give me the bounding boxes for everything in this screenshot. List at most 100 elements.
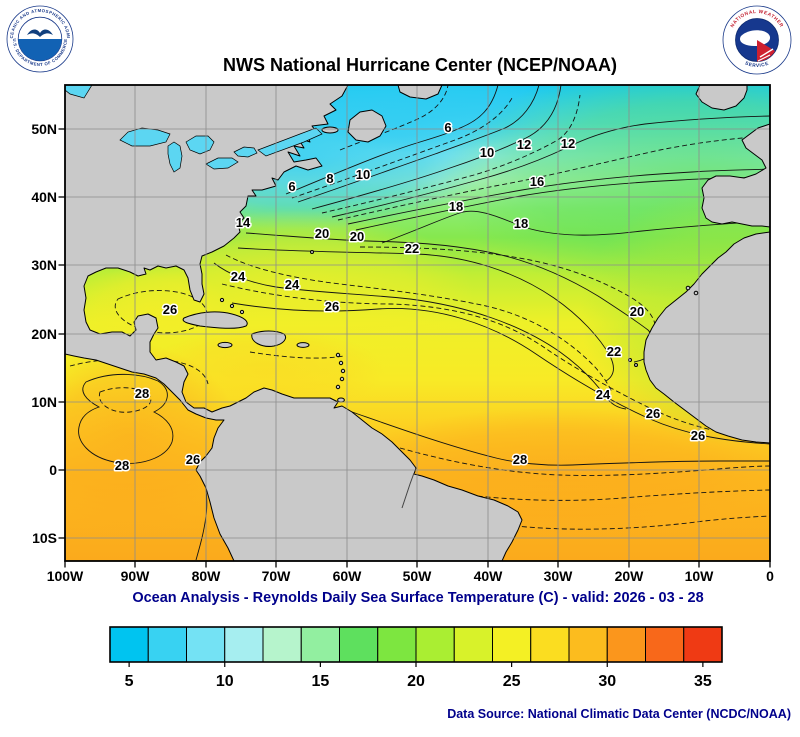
lake-michigan (167, 141, 183, 173)
colorbar-cell (262, 626, 302, 663)
land-north-south-america (65, 85, 523, 561)
colorbar-cell (645, 626, 685, 663)
lat-axis-label: 50N (31, 121, 57, 137)
contour-label: 26 (325, 299, 339, 314)
contour-label: 22 (607, 344, 621, 359)
contour-label: 26 (186, 452, 200, 467)
land-bahamas (229, 303, 235, 309)
colorbar-cell (339, 626, 379, 663)
hudson-bay (65, 85, 93, 99)
colorbar-tick-label: 30 (598, 673, 616, 690)
land-lesser-antilles (339, 376, 345, 382)
lake-superior (119, 127, 171, 147)
colorbar-cell (186, 626, 226, 663)
contour-label: 22 (405, 241, 419, 256)
lon-axis-label: 70W (262, 568, 292, 584)
land-europe (701, 123, 770, 228)
land-lesser-antilles (335, 352, 341, 358)
nws-us-map-shape (740, 30, 771, 47)
st-lawrence-gulf (257, 127, 323, 157)
colorbar-cell (492, 626, 532, 663)
contour-label: 20 (630, 304, 644, 319)
contour-label: 14 (236, 215, 251, 230)
colorbar-cell (377, 626, 417, 663)
colorbar-tick-label: 20 (407, 673, 425, 690)
colorbar-cell (147, 626, 187, 663)
land-top-islands (397, 85, 443, 100)
contour-label: 10 (480, 145, 494, 160)
contour-label: 16 (530, 174, 544, 189)
isotherm-contours (69, 85, 770, 561)
colorbar-tick-label: 25 (503, 673, 521, 690)
contour-label: 20 (350, 229, 364, 244)
contour-label: 6 (444, 120, 451, 135)
land-cape-verde (634, 363, 638, 367)
land-africa (643, 231, 770, 444)
contour-label: 26 (163, 302, 177, 317)
latitude-axis: 50N 40N 30N 20N 10N 0 10S (31, 121, 57, 546)
noaa-logo: NATIONAL OCEANIC AND ATMOSPHERIC ADMINIS… (0, 0, 74, 73)
lake-huron (185, 135, 215, 155)
colorbar-cell (300, 626, 340, 663)
graticule (65, 85, 770, 561)
temperature-colorbar: 5 10 15 20 25 30 35 (109, 626, 723, 690)
page-title: NWS National Hurricane Center (NCEP/NOAA… (223, 55, 617, 75)
land-bahamas (219, 297, 225, 303)
lat-axis-label: 10N (31, 394, 57, 410)
land-jamaica (217, 341, 233, 349)
land-canary-islands (685, 285, 691, 291)
contour-label: 28 (115, 458, 129, 473)
lat-axis-label: 20N (31, 326, 57, 342)
land-cuba (182, 311, 248, 329)
land-lesser-antilles (335, 384, 341, 390)
contour-label: 24 (596, 387, 611, 402)
lon-axis-label: 10W (685, 568, 715, 584)
contour-label: 26 (691, 428, 705, 443)
land-lesser-antilles (340, 368, 346, 374)
lat-axis-label: 30N (31, 257, 57, 273)
land-newfoundland (347, 109, 387, 143)
lon-axis-label: 40W (474, 568, 504, 584)
colorbar-tick-labels: 5 10 15 20 25 30 35 (125, 662, 712, 690)
landmasses (65, 85, 770, 561)
land-bermuda (310, 250, 314, 254)
lon-axis-label: 20W (615, 568, 645, 584)
lon-axis-label: 90W (121, 568, 151, 584)
colorbar-cell (415, 626, 455, 663)
land-canary-islands (693, 290, 699, 296)
land-puerto-rico (296, 342, 310, 348)
lon-axis-label: 80W (192, 568, 222, 584)
land-lesser-antilles (338, 360, 344, 366)
colorbar-tick-label: 10 (216, 673, 234, 690)
land-bahamas (239, 309, 245, 315)
contour-label: 18 (514, 216, 528, 231)
lon-axis-label: 30W (544, 568, 574, 584)
colorbar-cell (606, 626, 646, 663)
land-anticosti-island (321, 126, 339, 134)
contour-label: 12 (517, 137, 531, 152)
colorbar-cell (530, 626, 570, 663)
nws-stripe-line (757, 54, 771, 62)
nws-stripe-line (759, 48, 774, 58)
warm-patch-pacific (65, 343, 240, 533)
axis-ticks (58, 128, 771, 568)
lon-axis-label: 50W (403, 568, 433, 584)
contour-label: 18 (449, 199, 463, 214)
lat-axis-label: 10S (32, 530, 57, 546)
colorbar-cell (568, 626, 608, 663)
lon-axis-label: 0 (766, 568, 774, 584)
contour-label: 6 (288, 179, 295, 194)
colorbar-tick-label: 5 (125, 673, 134, 690)
contour-label: 26 (646, 406, 660, 421)
data-source-note: Data Source: National Climatic Data Cent… (447, 707, 791, 721)
lake-ontario (233, 146, 258, 158)
colorbar-tick-label: 15 (311, 673, 329, 690)
colorbar-cell (109, 626, 149, 663)
contour-label: 8 (326, 171, 333, 186)
lat-axis-label: 40N (31, 189, 57, 205)
noaa-gull-icon (27, 29, 53, 37)
nws-ring-text-bottom: SERVICE (744, 60, 770, 69)
colorbar-cells (109, 626, 723, 663)
contour-label: 24 (231, 269, 246, 284)
